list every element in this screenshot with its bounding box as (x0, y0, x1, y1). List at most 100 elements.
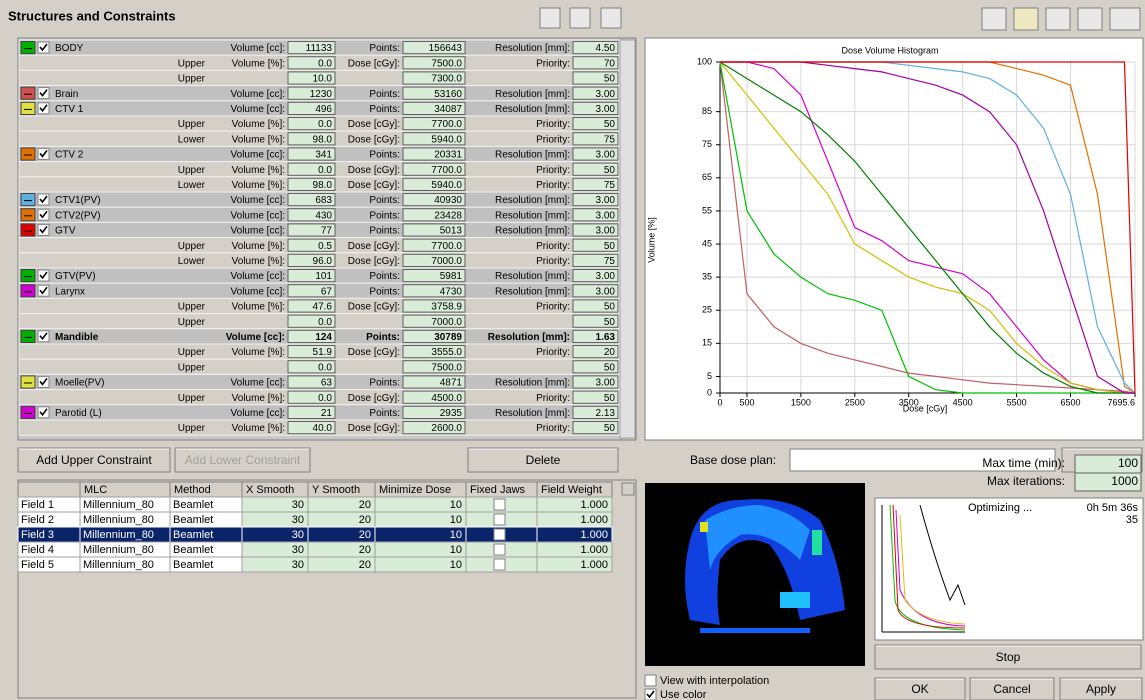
ok-button-label: OK (911, 682, 928, 696)
field-label: Dose [cGy]: (348, 347, 400, 358)
value: 11133 (306, 43, 333, 54)
checkbox[interactable] (494, 499, 505, 510)
value: 683 (315, 195, 332, 206)
field-label: Volume [cc]: (231, 408, 285, 419)
constraint-type: Upper (178, 58, 206, 69)
checkbox[interactable] (494, 544, 505, 555)
x-tick-label: 0 (717, 397, 722, 407)
toolbar-icon[interactable] (1014, 8, 1038, 30)
structure-color (21, 224, 35, 236)
cell-text: 20 (359, 544, 371, 556)
value: 50 (604, 241, 616, 252)
column-header: Field Weight (541, 484, 602, 496)
scroll-button[interactable] (622, 483, 634, 495)
field-label: Resolution [mm]: (488, 332, 570, 343)
cell-text: 30 (292, 529, 304, 541)
scrollbar[interactable] (620, 40, 635, 438)
value: 96.0 (313, 256, 333, 267)
y-tick-label: 85 (702, 106, 712, 116)
max-time-label: Max time (min): (982, 456, 1065, 470)
cell-text: 1.000 (580, 559, 608, 571)
y-axis-label: Volume [%] (646, 217, 656, 263)
cell-text: Field 1 (21, 499, 54, 511)
y-tick-label: 15 (702, 338, 712, 348)
x-tick-label: 6500 (1061, 397, 1081, 407)
column-header: X Smooth (246, 484, 294, 496)
checkbox[interactable] (494, 514, 505, 525)
value: 341 (315, 150, 332, 161)
value: 53160 (434, 89, 462, 100)
toolbar-icon[interactable] (540, 8, 560, 28)
iteration: 35 (1126, 514, 1138, 526)
value: 7700.0 (431, 165, 462, 176)
value: 7700.0 (431, 241, 462, 252)
field-label: Priority: (536, 423, 570, 434)
field-label: Volume [cc]: (226, 332, 285, 343)
field-label: Dose [cGy]: (348, 165, 400, 176)
add-lower-button-label: Add Lower Constraint (185, 453, 301, 467)
x-tick-label: 500 (739, 397, 754, 407)
x-tick-label: 3500 (899, 397, 919, 407)
cell-text: Field 2 (21, 514, 54, 526)
cell-text: Beamlet (173, 559, 213, 571)
constraint-type: Upper (178, 74, 206, 85)
field-label: Priority: (536, 180, 570, 191)
toolbar-icon[interactable] (1046, 8, 1070, 30)
structure-name: CTV1(PV) (55, 195, 101, 206)
column-header: Method (174, 484, 211, 496)
value: 75 (604, 180, 616, 191)
field-label: Priority: (536, 119, 570, 130)
cell-text: Beamlet (173, 514, 213, 526)
base-dose-label: Base dose plan: (690, 453, 776, 467)
field-label: Priority: (536, 256, 570, 267)
checkbox[interactable] (645, 675, 656, 686)
cell-text: Millennium_80 (83, 514, 154, 526)
field-label: Points: (369, 43, 400, 54)
max-time-value: 100 (1118, 456, 1138, 470)
field-label: Resolution [mm]: (495, 195, 570, 206)
status: Optimizing ... (968, 502, 1032, 514)
max-iter-value: 1000 (1111, 474, 1138, 488)
value: 75 (604, 256, 616, 267)
field-label: Volume [cc]: (231, 271, 285, 282)
checkbox[interactable] (494, 559, 505, 570)
cell-text: Beamlet (173, 499, 213, 511)
field-label: Priority: (536, 393, 570, 404)
cell-text: Millennium_80 (83, 544, 154, 556)
field-label: Volume [%]: (232, 423, 285, 434)
page: Structures and Constraints BODYVolume [c… (0, 0, 1145, 700)
value: 34087 (434, 104, 462, 115)
value: 430 (315, 210, 332, 221)
toolbar-icon[interactable] (1078, 8, 1102, 30)
x-tick-label: 7695.6 (1107, 397, 1135, 407)
value: 70 (604, 58, 616, 69)
value: 30789 (434, 332, 462, 343)
checkbox[interactable] (494, 529, 505, 540)
y-tick-label: 35 (702, 272, 712, 282)
value: 4.50 (596, 43, 616, 54)
toolbar-icon[interactable] (601, 8, 621, 28)
structure-color (21, 194, 35, 206)
column-header: Y Smooth (312, 484, 360, 496)
structure-name: CTV 1 (55, 104, 84, 115)
structure-color (21, 102, 35, 114)
header-cell (18, 482, 80, 497)
toolbar-icon[interactable] (570, 8, 590, 28)
chart-title: Dose Volume Histogram (841, 45, 938, 55)
cell-text: 1.000 (580, 544, 608, 556)
value: 5013 (440, 226, 463, 237)
field-label: Resolution [mm]: (495, 408, 570, 419)
field-label: Points: (369, 104, 400, 115)
field-label: Points: (366, 332, 400, 343)
toolbar-icon[interactable] (982, 8, 1006, 30)
value: 0.0 (318, 165, 332, 176)
toolbar-icon[interactable] (1110, 8, 1140, 30)
value: 0.0 (318, 58, 332, 69)
value: 3.00 (596, 271, 616, 282)
field-label: Volume [cc]: (231, 378, 285, 389)
value: 7700.0 (431, 119, 462, 130)
field-label: Priority: (536, 58, 570, 69)
cancel-button-label: Cancel (993, 682, 1030, 696)
field-label: Volume [%]: (232, 180, 285, 191)
field-label: Points: (369, 408, 400, 419)
